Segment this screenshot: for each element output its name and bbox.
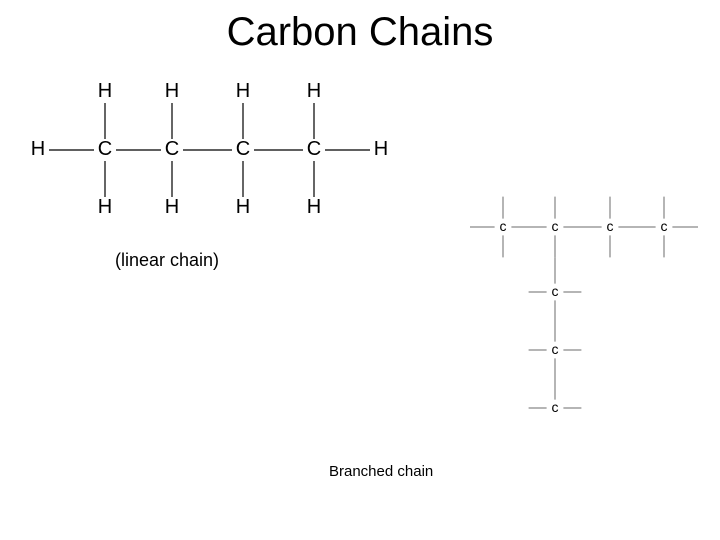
atom-H: H (234, 196, 252, 219)
atom-H: H (234, 80, 252, 103)
atom-c: c (658, 218, 671, 234)
atom-H: H (305, 196, 323, 219)
atom-c: c (549, 341, 562, 357)
atom-c: c (497, 218, 510, 234)
atom-C: C (96, 138, 114, 161)
atom-H: H (163, 80, 181, 103)
branched-chain-label: Branched chain (329, 463, 433, 480)
atom-c: c (549, 218, 562, 234)
atom-C: C (234, 138, 252, 161)
linear-chain-label: (linear chain) (115, 250, 219, 271)
atom-c: c (604, 218, 617, 234)
atom-H: H (163, 196, 181, 219)
atom-H: H (372, 138, 390, 161)
atom-c: c (549, 283, 562, 299)
atom-H: H (305, 80, 323, 103)
atom-H: H (96, 196, 114, 219)
atom-C: C (305, 138, 323, 161)
atom-H: H (29, 138, 47, 161)
atom-C: C (163, 138, 181, 161)
atom-c: c (549, 399, 562, 415)
atom-H: H (96, 80, 114, 103)
page-title: Carbon Chains (0, 10, 720, 55)
